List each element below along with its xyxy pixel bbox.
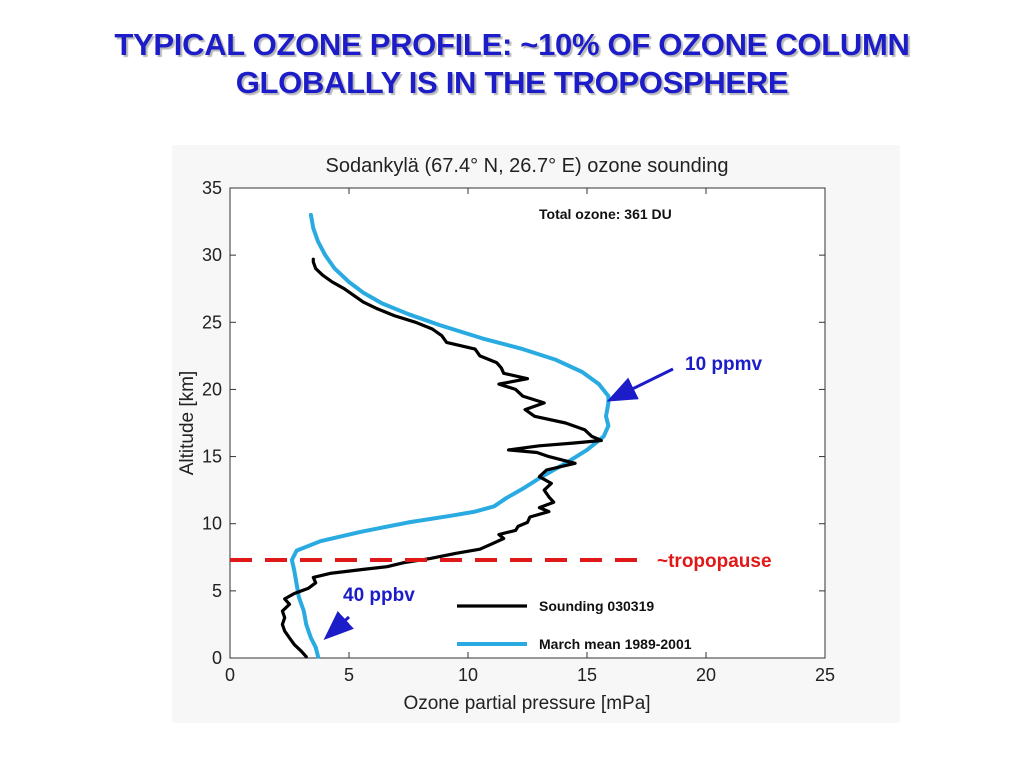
x-tick-label: 0	[225, 665, 235, 685]
y-axis-label: Altitude [km]	[177, 371, 198, 476]
series-line-sounding	[280, 257, 603, 659]
y-tick-label: 0	[212, 648, 222, 668]
legend-label: March mean 1989-2001	[539, 636, 692, 652]
x-tick-label: 5	[344, 665, 354, 685]
tropopause-annotation: ~tropopause	[657, 551, 772, 572]
y-tick-label: 25	[202, 312, 222, 332]
ppbv-annotation: 40 ppbv	[343, 585, 415, 606]
x-tick-label: 10	[458, 665, 478, 685]
ppbv-arrow-icon	[323, 610, 354, 641]
axes-frame	[229, 187, 826, 659]
legend: Sounding 030319 March mean 1989-2001	[457, 598, 692, 652]
series-line-march-mean	[289, 212, 611, 659]
x-tick-label: 15	[577, 665, 597, 685]
ppmv-annotation: 10 ppmv	[685, 354, 763, 375]
chart-title: Sodankylä (67.4° N, 26.7° E) ozone sound…	[326, 155, 729, 177]
y-tick-label: 20	[202, 379, 222, 399]
x-tick-label: 25	[815, 665, 835, 685]
y-tick-label: 5	[212, 581, 222, 601]
series-layer	[280, 212, 611, 659]
x-axis-label: Ozone partial pressure [mPa]	[403, 693, 650, 714]
slide-title: TYPICAL OZONE PROFILE: ~10% OF OZONE COL…	[0, 26, 1024, 102]
slide-title-line-1: TYPICAL OZONE PROFILE: ~10% OF OZONE COL…	[114, 27, 910, 62]
y-tick-label: 15	[202, 447, 222, 467]
legend-label: Sounding 030319	[539, 598, 654, 614]
x-tick-label: 20	[696, 665, 716, 685]
y-tick-label: 35	[202, 178, 222, 198]
y-tick-label: 30	[202, 245, 222, 265]
y-tick-label: 10	[202, 514, 222, 534]
slide-title-line-2: GLOBALLY IS IN THE TROPOSPHERE	[235, 65, 789, 100]
plot-area	[230, 188, 825, 658]
axes: 0 5 10 15 20 25 0 5 10 15 20 25 30 35	[202, 178, 835, 685]
total-ozone-label: Total ozone: 361 DU	[539, 206, 672, 222]
annotation-overlay	[230, 367, 674, 641]
ppmv-arrow-icon	[606, 367, 674, 402]
